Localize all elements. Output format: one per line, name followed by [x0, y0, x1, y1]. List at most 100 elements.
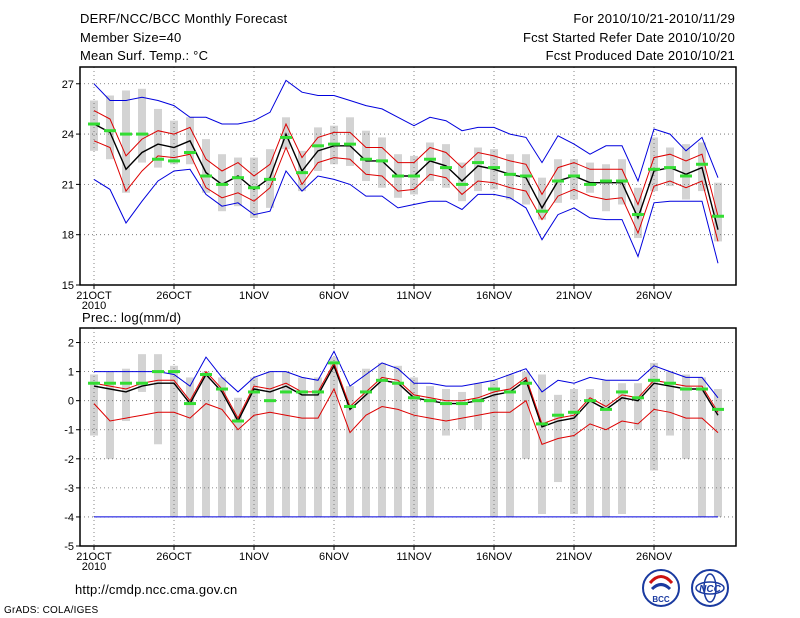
range-bar — [346, 386, 354, 517]
observed-marker — [88, 122, 100, 126]
range-bar — [634, 187, 642, 239]
observed-marker — [408, 174, 420, 178]
y-tick-label: -5 — [64, 541, 74, 553]
observed-marker — [712, 214, 724, 218]
series-spread-lower — [93, 140, 719, 242]
range-bar — [666, 371, 674, 436]
observed-marker — [632, 396, 644, 400]
observed-marker — [104, 381, 116, 385]
observed-marker — [312, 144, 324, 148]
x-tick-label: 11NOV — [396, 290, 432, 302]
range-bar — [362, 368, 370, 517]
observed-marker — [552, 413, 564, 417]
observed-marker — [648, 167, 660, 171]
range-bar — [250, 377, 258, 517]
observed-marker — [344, 142, 356, 146]
observed-marker — [680, 387, 692, 391]
y-tick-label: -4 — [64, 512, 74, 524]
range-bar — [714, 182, 722, 242]
series-min — [93, 168, 719, 264]
observed-marker — [536, 422, 548, 426]
observed-marker — [296, 171, 308, 175]
observed-marker — [136, 381, 148, 385]
source-url[interactable]: http://cmdp.ncc.cma.gov.cn — [75, 582, 238, 597]
range-bar — [634, 383, 642, 430]
observed-marker — [200, 373, 212, 377]
range-bar — [682, 144, 690, 200]
observed-marker — [424, 399, 436, 403]
observed-marker — [584, 399, 596, 403]
y-tick-label: 1 — [68, 367, 74, 379]
observed-marker — [504, 390, 516, 394]
range-bar — [90, 100, 98, 151]
observed-marker — [248, 390, 260, 394]
x-tick-label: 21NOV — [556, 551, 593, 563]
range-bar — [122, 90, 130, 193]
observed-marker — [264, 399, 276, 403]
observed-marker — [280, 135, 292, 139]
panel-frame — [79, 327, 737, 547]
range-bar — [602, 164, 610, 212]
observed-marker — [168, 159, 180, 163]
y-tick-label: 15 — [62, 280, 74, 292]
observed-marker — [696, 387, 708, 391]
range-bar — [298, 377, 306, 517]
observed-marker — [568, 410, 580, 414]
observed-marker — [600, 407, 612, 411]
observed-marker — [408, 396, 420, 400]
x-year-label: 2010 — [82, 300, 106, 312]
grads-credit: GrADS: COLA/IGES — [4, 605, 99, 616]
range-bar — [602, 380, 610, 517]
observed-marker — [152, 370, 164, 374]
range-bar — [698, 142, 706, 192]
y-tick-label: 0 — [68, 396, 74, 408]
x-tick-label: 16NOV — [476, 290, 513, 302]
x-tick-label: 26OCT — [156, 290, 192, 302]
y-tick-label: -2 — [64, 454, 74, 466]
range-bar — [282, 371, 290, 517]
observed-marker — [488, 166, 500, 170]
x-tick-label: 21OCT — [76, 551, 112, 563]
observed-marker — [712, 407, 724, 411]
x-tick-label: 26NOV — [636, 551, 673, 563]
x-tick-label: 16NOV — [476, 551, 513, 563]
range-bar — [314, 377, 322, 517]
series-max — [93, 79, 719, 183]
observed-marker — [216, 387, 228, 391]
observed-marker — [104, 129, 116, 133]
observed-marker — [456, 182, 468, 186]
observed-marker — [536, 209, 548, 213]
observed-marker — [376, 159, 388, 163]
range-bar — [170, 365, 178, 517]
observed-marker — [472, 161, 484, 165]
range-bar — [138, 88, 146, 163]
observed-marker — [520, 174, 532, 178]
observed-marker — [328, 142, 340, 146]
observed-marker — [280, 390, 292, 394]
series-ensemble-mean — [93, 123, 719, 230]
range-bar — [474, 147, 482, 192]
observed-marker — [488, 387, 500, 391]
observed-marker — [568, 174, 580, 178]
range-bar — [650, 137, 658, 192]
range-bar — [314, 127, 322, 171]
series-spread-lower — [93, 387, 719, 445]
observed-marker — [120, 381, 132, 385]
observed-marker — [360, 157, 372, 161]
range-bar — [218, 154, 226, 212]
range-bar — [442, 389, 450, 436]
observed-marker — [392, 381, 404, 385]
observed-marker — [136, 132, 148, 136]
observed-marker — [392, 174, 404, 178]
x-tick-label: 26OCT — [156, 551, 192, 563]
series-spread-upper — [93, 110, 719, 217]
range-bar — [346, 117, 354, 166]
x-tick-label: 1NOV — [239, 551, 270, 563]
x-tick-label: 11NOV — [396, 551, 432, 563]
observed-marker — [632, 213, 644, 217]
forecast-period: For 2010/10/21-2010/11/29 — [573, 11, 735, 26]
observed-marker — [120, 132, 132, 136]
range-bar — [410, 377, 418, 517]
observed-marker — [424, 157, 436, 161]
